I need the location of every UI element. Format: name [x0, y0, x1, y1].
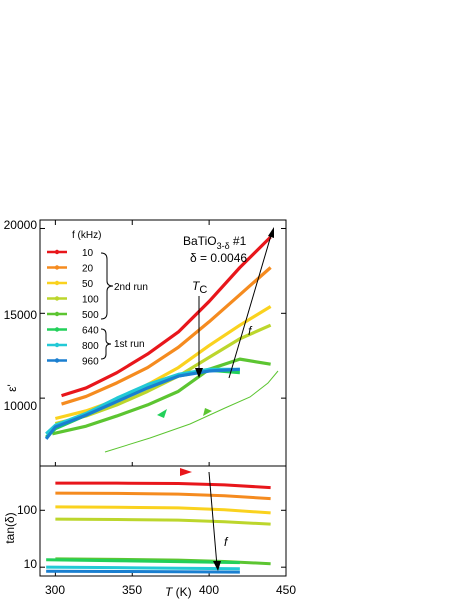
f-arrow-bottom-head [213, 561, 221, 571]
y-tick-label: 15000 [4, 308, 38, 322]
group-label-1st-run: 1st run [114, 339, 145, 350]
y-tick-label: 100 [17, 503, 37, 517]
legend-marker [54, 327, 60, 332]
y-axis-title-top: ε' [5, 384, 19, 392]
legend-marker [54, 311, 60, 317]
legend-marker [54, 265, 60, 270]
y-axis-title-bottom: tan(δ) [3, 512, 17, 543]
legend-marker [54, 249, 60, 255]
arrow-head-green-1 [157, 409, 167, 418]
loss-line-20 [55, 491, 271, 501]
series-line-800 [45, 367, 240, 435]
legend-label: 100 [82, 295, 99, 306]
legend-label: 20 [82, 264, 94, 275]
f-label-top: f [248, 324, 253, 338]
legend-label: 10 [82, 248, 94, 259]
chart-title: BaTiO3-δ #1 [183, 234, 247, 251]
arrow-head-red [180, 468, 192, 476]
tc-arrow-head [195, 368, 203, 378]
f-label-bottom: f [224, 535, 229, 549]
legend-label: 960 [82, 357, 99, 368]
f-arrow-top [228, 231, 273, 379]
loss-line-100 [55, 517, 271, 526]
legend-marker [54, 358, 60, 363]
tc-label: TC [192, 279, 207, 296]
loss-line-50 [55, 505, 271, 515]
legend-label: 50 [82, 279, 94, 290]
legend-label: 640 [82, 326, 99, 337]
brace-2nd-run [100, 252, 114, 320]
axis-ticks [40, 220, 287, 576]
cooling-curve [104, 370, 279, 453]
x-axis-title: T (K) [165, 585, 192, 599]
legend-label: 800 [82, 341, 99, 352]
series-line-500 [51, 357, 271, 436]
bottom-panel-series [46, 481, 271, 574]
top-panel-series [44, 235, 272, 440]
legend-marker [54, 296, 60, 301]
x-tick-label: 300 [45, 583, 65, 597]
x-tick-label: 450 [276, 583, 296, 597]
legend-label: 500 [82, 310, 99, 321]
x-tick-label: 350 [122, 583, 142, 597]
y-tick-label: 10 [24, 557, 38, 571]
y-tick-labels-top: 10000 15000 20000 [4, 218, 38, 413]
legend: f (kHz) 10 20 50 100 500 640 800 960 [47, 230, 101, 368]
legend-marker [54, 342, 60, 348]
chart-subtitle: δ = 0.0046 [190, 251, 247, 265]
y-tick-label: 20000 [4, 218, 38, 232]
x-tick-label: 400 [199, 583, 219, 597]
loss-line-960 [46, 569, 240, 574]
arrow-head-green-2 [203, 408, 212, 416]
legend-marker [54, 280, 60, 286]
x-tick-labels: 300 350 400 450 [45, 583, 296, 597]
f-arrow-bottom [208, 471, 218, 567]
y-tick-label: 10000 [4, 399, 38, 413]
series-line-960 [44, 367, 240, 440]
loss-line-10 [55, 481, 271, 490]
series-line-20 [61, 266, 272, 406]
group-label-2nd-run: 2nd run [114, 282, 148, 293]
brace-1st-run [100, 328, 112, 360]
loss-line-800 [46, 565, 240, 571]
f-arrow-top-head [268, 227, 274, 238]
y-tick-labels-bottom: 10 100 [17, 503, 37, 571]
legend-title: f (kHz) [72, 230, 101, 241]
series-line-10 [61, 235, 272, 398]
series-line-50 [54, 305, 272, 421]
loss-line-640 [46, 558, 240, 565]
